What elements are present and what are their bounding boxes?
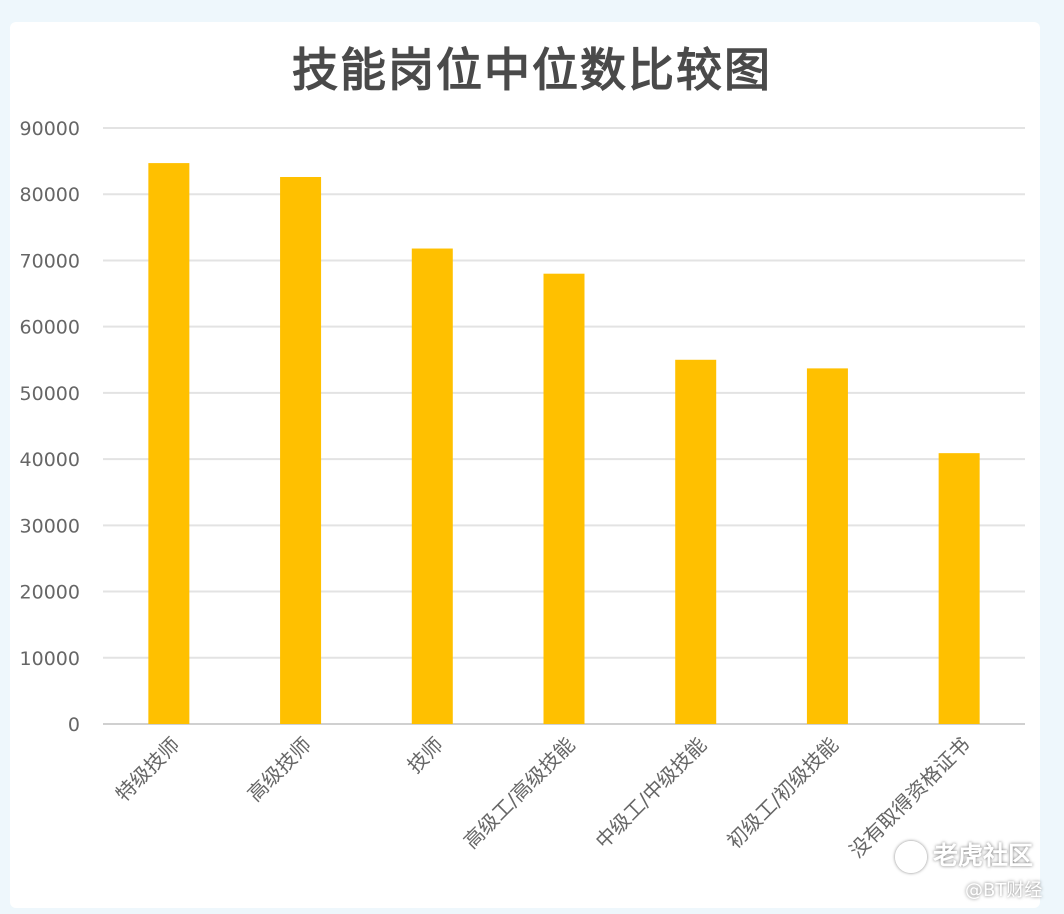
bar xyxy=(806,368,848,724)
x-axis-category-labels: 特级技师 高级技师 技师 高级工/高级技能 中级工/中级技能 初级工/初级技能 没有取得资格… xyxy=(111,733,975,863)
x-category-label: 高级工/高级技能 xyxy=(459,733,580,854)
x-category-label: 中级工/中级技能 xyxy=(591,733,712,854)
watermark-brand: 老虎社区 xyxy=(895,836,1055,873)
bar xyxy=(938,453,980,724)
y-tick-label: 10000 xyxy=(20,648,80,670)
y-tick-label: 30000 xyxy=(20,515,80,537)
y-tick-label: 70000 xyxy=(20,250,80,272)
y-tick-label: 0 xyxy=(68,714,80,736)
y-axis-tick-labels: 0 10000 20000 30000 40000 50000 60000 70000 8000… xyxy=(20,118,80,736)
watermark-brand-text: 老虎社区 xyxy=(933,841,1034,870)
y-tick-label: 40000 xyxy=(20,449,80,471)
bars xyxy=(148,163,980,724)
bar xyxy=(543,273,585,724)
bar xyxy=(675,359,717,724)
y-tick-label: 20000 xyxy=(20,582,80,604)
tiger-logo-icon xyxy=(895,841,927,873)
watermark-source: @BT财经 xyxy=(965,880,1043,901)
y-tick-label: 60000 xyxy=(20,317,80,339)
y-tick-label: 50000 xyxy=(20,383,80,405)
bar xyxy=(280,177,322,724)
x-category-label: 初级工/初级技能 xyxy=(722,733,843,854)
x-category-label: 特级技师 xyxy=(111,733,185,807)
bar xyxy=(148,163,190,724)
y-tick-label: 90000 xyxy=(20,118,80,140)
x-category-label: 高级技师 xyxy=(243,733,317,807)
y-tick-label: 80000 xyxy=(20,184,80,206)
bar xyxy=(411,248,453,724)
chart-title: 技能岗位中位数比较图 xyxy=(292,43,772,97)
x-category-label: 技师 xyxy=(403,733,448,778)
